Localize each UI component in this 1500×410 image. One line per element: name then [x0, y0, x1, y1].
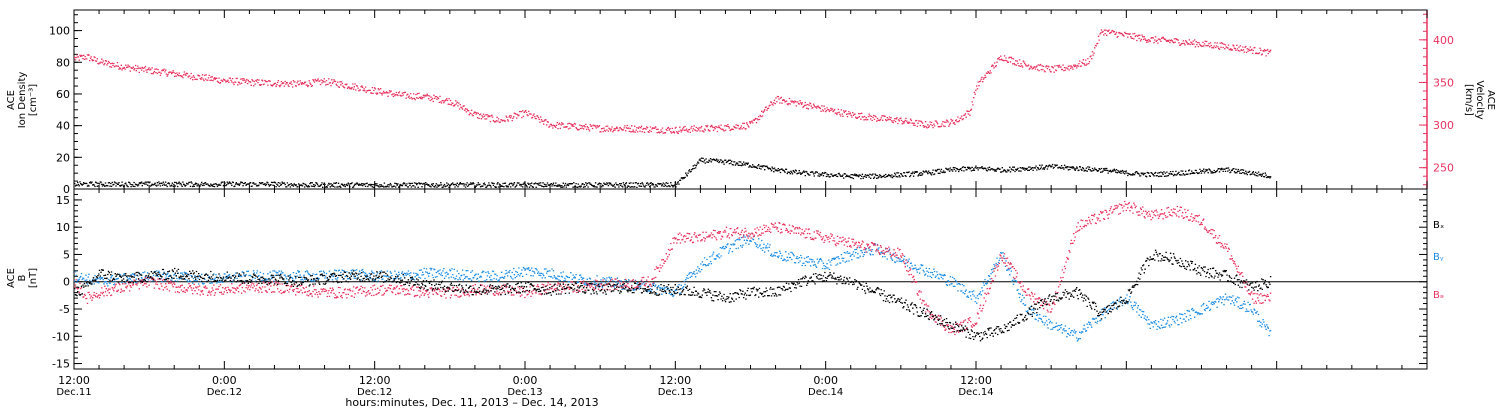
x-tick-label-time: 12:00 — [359, 374, 391, 387]
y-tick-label: 0 — [63, 183, 70, 196]
y-tick-label: -15 — [52, 358, 70, 371]
b-axis-label: ACE B [nT] — [6, 268, 39, 288]
x-tick-label-time: 0:00 — [212, 374, 237, 387]
density-axis-label-line: ACE — [6, 90, 17, 110]
y-tick-label: -10 — [52, 330, 70, 343]
bx-series-points — [74, 249, 1272, 342]
y-tick-label: 10 — [56, 221, 70, 234]
x-tick-label-date: Dec.14 — [808, 387, 843, 398]
b-axis: -15 -10 -5 0 5 10 15 — [52, 188, 82, 371]
x-axis: 12:00Dec.110:00Dec.1212:00Dec.120:00Dec.… — [56, 10, 1428, 398]
density-axis: 0 20 40 60 80 100 — [49, 14, 82, 196]
density-axis-label-line: Ion Density — [17, 72, 28, 129]
y-tick-label: 0 — [63, 276, 70, 289]
bz-series-points — [74, 200, 1272, 336]
legend: Bₓ Bᵧ Bₔ — [1433, 220, 1444, 301]
x-tick-label-date: Dec.12 — [207, 387, 242, 398]
bx-series — [74, 249, 1272, 342]
density-axis-label-line: [cm⁻³] — [28, 84, 39, 116]
density-series-points — [74, 157, 1272, 189]
x-tick-label-time: 0:00 — [813, 374, 838, 387]
x-tick-label-date: Dec.13 — [507, 387, 542, 398]
y-tick-label: 80 — [56, 56, 70, 69]
velocity-axis: 250 300 350 400 — [1419, 10, 1454, 189]
density-series — [74, 157, 1272, 189]
y-tick-label: 20 — [56, 151, 70, 164]
velocity-series-points — [74, 29, 1272, 134]
x-tick-label-time: 12:00 — [659, 374, 691, 387]
x-axis-label: hours:minutes, Dec. 11, 2013 – Dec. 14, … — [345, 396, 598, 409]
legend-bx: Bₓ — [1433, 220, 1444, 231]
top-panel-frame — [73, 9, 1428, 190]
velocity-tick-label: 350 — [1433, 76, 1454, 89]
x-tick-label-time: 12:00 — [58, 374, 90, 387]
velocity-tick-label: 250 — [1433, 162, 1454, 175]
velocity-series — [74, 29, 1272, 134]
x-tick-label-date: Dec.11 — [56, 387, 91, 398]
x-tick-label-date: Dec.14 — [958, 387, 993, 398]
x-tick-label-date: Dec.12 — [357, 387, 392, 398]
velocity-tick-label: 400 — [1433, 34, 1454, 47]
y-tick-label: -5 — [59, 303, 70, 316]
velocity-axis-label-line: ACE — [1485, 90, 1496, 110]
x-tick-label-time: 12:00 — [960, 374, 992, 387]
x-tick-label-date: Dec.13 — [658, 387, 693, 398]
y-tick-label: 40 — [56, 120, 70, 133]
x-tick-label-time: 0:00 — [513, 374, 538, 387]
y-tick-label: 60 — [56, 88, 70, 101]
velocity-axis-label-line: Velocity — [1474, 80, 1485, 119]
bottom-panel-frame — [73, 188, 1428, 370]
legend-by: Bᵧ — [1433, 252, 1444, 263]
b-axis-label-line: ACE — [6, 268, 17, 288]
legend-bz: Bₔ — [1433, 290, 1444, 301]
bz-series — [74, 200, 1272, 336]
b-axis-label-line: [nT] — [28, 268, 39, 288]
y-tick-label: 5 — [63, 248, 70, 261]
b-axis-label-line: B — [17, 274, 28, 281]
y-tick-label: 100 — [49, 25, 70, 38]
y-tick-label: 15 — [56, 194, 70, 207]
bottom-panel: -15 -10 -5 0 5 10 15 ACE B [nT] Bₓ Bᵧ Bₔ — [6, 188, 1444, 371]
velocity-axis-label-line: [km/s] — [1463, 84, 1474, 116]
velocity-tick-label: 300 — [1433, 119, 1454, 132]
density-axis-label: ACE Ion Density [cm⁻³] — [6, 72, 39, 129]
